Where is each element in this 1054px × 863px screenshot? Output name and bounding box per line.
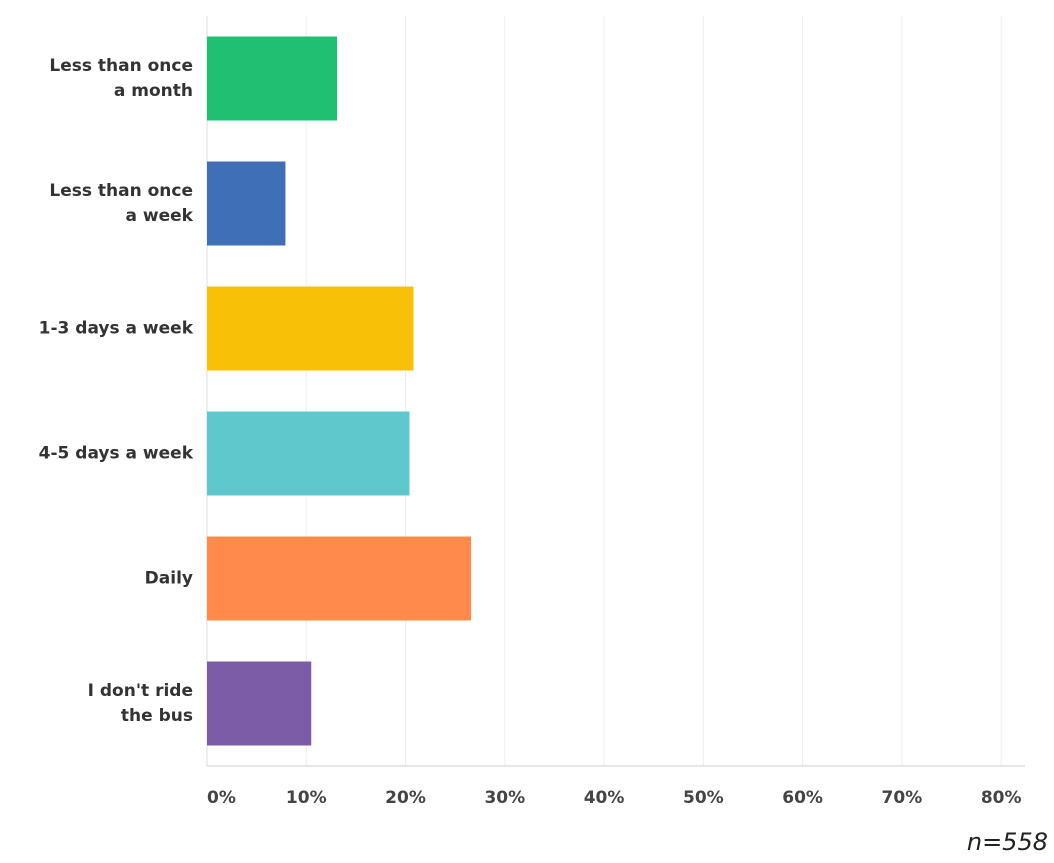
bar xyxy=(207,36,338,121)
x-tick-label: 30% xyxy=(484,788,526,808)
x-tick-label: 60% xyxy=(782,788,823,808)
x-tick-label: 50% xyxy=(682,788,724,808)
x-tick-label: 0% xyxy=(207,788,236,808)
y-tick-label: 1-3 days a week xyxy=(38,318,193,338)
x-tick-label: 40% xyxy=(583,788,625,808)
bar xyxy=(207,661,312,746)
bar xyxy=(207,161,286,246)
sample-size-note: n=558 xyxy=(966,828,1048,856)
x-tick-label: 80% xyxy=(980,788,1022,808)
bar xyxy=(207,536,472,621)
y-tick-label: Daily xyxy=(144,568,193,588)
bar xyxy=(207,411,410,496)
x-tick-label: 70% xyxy=(881,788,923,808)
bar xyxy=(207,286,414,371)
y-tick-label: Less than once a month xyxy=(49,55,193,101)
x-tick-label: 20% xyxy=(385,788,426,808)
y-tick-label: Less than once a week xyxy=(49,180,193,226)
y-tick-label: 4-5 days a week xyxy=(38,443,193,463)
x-tick-label: 10% xyxy=(285,788,327,808)
y-tick-label: I don't ride the bus xyxy=(87,680,193,726)
